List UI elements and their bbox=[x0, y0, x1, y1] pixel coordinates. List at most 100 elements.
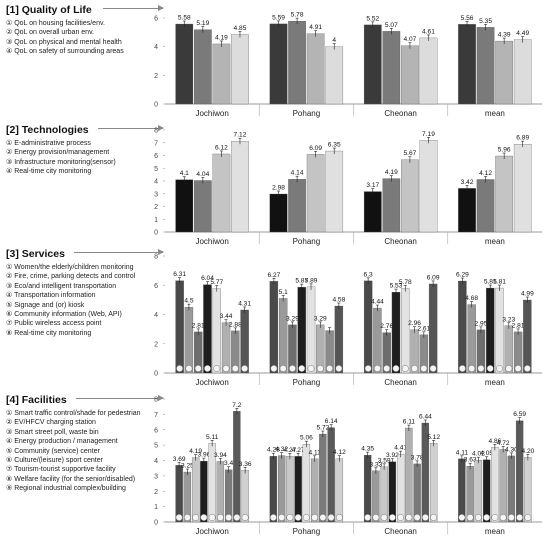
data-label: 5.89 bbox=[305, 277, 318, 284]
legend-item: ④ Real-time city monitoring bbox=[6, 168, 92, 176]
series-marker-icon bbox=[216, 514, 224, 521]
category-label: Cheonan bbox=[384, 527, 416, 536]
legend-item: ③ QoL on physical and mental health bbox=[6, 38, 122, 46]
data-label: 6.3 bbox=[364, 271, 373, 278]
series-marker-icon bbox=[183, 514, 191, 521]
data-label: 6.04 bbox=[201, 275, 214, 282]
data-label: 5.78 bbox=[291, 12, 304, 19]
series-marker-icon bbox=[514, 365, 522, 372]
section-quality-of-life: [1] Quality of Life ① QoL on housing fac… bbox=[0, 4, 550, 119]
y-tick-label: 4 bbox=[154, 312, 158, 319]
series-marker-icon bbox=[523, 365, 531, 372]
y-tick-label: 1 bbox=[154, 504, 158, 511]
chart-panel-2: 0 1 2 3 4 5 6 7 8 Jochiwon 4.1 4.04 6.12 7.12 Pohang 2.… bbox=[154, 128, 542, 246]
data-label: 5.87 bbox=[295, 278, 308, 285]
bar bbox=[288, 21, 306, 105]
series-marker-icon bbox=[364, 514, 372, 521]
legend-item: ⑥ Culture/(leisure) sport center bbox=[6, 457, 103, 465]
series-marker-icon bbox=[505, 365, 513, 372]
bar bbox=[269, 281, 279, 374]
legend-item: ⑥ Community information (Web, API) bbox=[6, 311, 122, 319]
bar bbox=[499, 449, 507, 523]
legend-item: ② QoL on overall urban env. bbox=[6, 29, 94, 37]
legend-item: ② Energy provision/management bbox=[6, 149, 110, 157]
series-marker-icon bbox=[430, 514, 438, 521]
bar bbox=[216, 461, 225, 523]
legend-item: ⑤ Signage and (or) kiosk bbox=[6, 301, 85, 309]
series-marker-icon bbox=[413, 514, 421, 521]
bar bbox=[401, 288, 410, 374]
series-marker-icon bbox=[468, 365, 476, 372]
series-marker-icon bbox=[200, 514, 208, 521]
data-label: 4.27 bbox=[283, 447, 296, 454]
data-label: 6.27 bbox=[267, 272, 280, 279]
bar bbox=[200, 460, 208, 523]
bar bbox=[373, 307, 382, 374]
y-tick-label: 4 bbox=[154, 458, 158, 465]
series-marker-icon bbox=[364, 365, 372, 372]
series-marker-icon bbox=[397, 514, 405, 521]
data-label: 5.12 bbox=[427, 434, 440, 441]
data-label: 4.31 bbox=[238, 300, 251, 307]
series-marker-icon bbox=[429, 365, 437, 372]
arrow-icon bbox=[74, 249, 164, 255]
data-label: 4.44 bbox=[371, 299, 384, 306]
bar bbox=[458, 458, 466, 523]
bar bbox=[429, 443, 438, 523]
data-label: 4.49 bbox=[516, 30, 529, 37]
bar bbox=[507, 455, 516, 523]
data-label: 5.72 bbox=[316, 425, 329, 432]
bar bbox=[495, 287, 504, 374]
section-services: [3] Services ① Women/the elderly/childre… bbox=[0, 248, 550, 388]
bar bbox=[428, 283, 438, 374]
data-label: 2.76 bbox=[380, 323, 393, 330]
bar bbox=[466, 466, 474, 523]
section-title: [4] Facilities bbox=[6, 394, 67, 406]
data-label: 5.59 bbox=[272, 14, 285, 21]
data-label: 5.07 bbox=[385, 22, 398, 29]
data-label: 6.29 bbox=[456, 272, 469, 279]
y-tick-label: 0 bbox=[154, 102, 158, 109]
data-label: 2.88 bbox=[229, 321, 242, 328]
data-label: 2.96 bbox=[408, 320, 421, 327]
y-tick-label: 0 bbox=[154, 230, 158, 237]
data-label: 5.58 bbox=[178, 15, 191, 22]
category-label: Jochiwon bbox=[195, 109, 228, 118]
data-label: 3.25 bbox=[181, 463, 194, 470]
data-label: 5.78 bbox=[399, 279, 412, 286]
bar bbox=[396, 454, 405, 523]
y-tick-label: 5 bbox=[154, 443, 158, 450]
bar bbox=[335, 458, 344, 523]
legend-item: ③ Infrastructure monitoring(sensor) bbox=[6, 158, 116, 166]
data-label: 4.12 bbox=[479, 170, 492, 177]
bar bbox=[413, 463, 421, 523]
data-label: 5.81 bbox=[484, 279, 497, 286]
bar bbox=[306, 286, 316, 374]
legend-item: ③ Eco/and intelligent transportation bbox=[6, 282, 117, 290]
legend-item: ④ Transportation information bbox=[6, 292, 96, 300]
y-tick-label: 8 bbox=[154, 397, 158, 404]
data-label: 3.78 bbox=[411, 454, 424, 461]
series-marker-icon bbox=[458, 514, 466, 521]
y-tick-label: 7 bbox=[154, 140, 158, 147]
data-label: 4.19 bbox=[215, 34, 228, 41]
category-label: Cheonan bbox=[384, 237, 416, 246]
y-tick-label: 4 bbox=[154, 44, 158, 51]
data-label: 2.61 bbox=[417, 325, 430, 332]
series-marker-icon bbox=[241, 514, 249, 521]
bar bbox=[458, 188, 476, 233]
bar bbox=[382, 31, 401, 105]
bar bbox=[278, 298, 288, 374]
category-label: Pohang bbox=[293, 237, 321, 246]
bar bbox=[491, 447, 499, 523]
series-marker-icon bbox=[176, 365, 184, 372]
series-marker-icon bbox=[466, 514, 474, 521]
bar bbox=[231, 34, 249, 105]
bar bbox=[391, 291, 401, 374]
data-label: 4.14 bbox=[291, 170, 304, 177]
series-marker-icon bbox=[278, 514, 286, 521]
series-marker-icon bbox=[496, 365, 503, 372]
section-technologies: [2] Technologies ① E-administrative proc… bbox=[0, 124, 550, 244]
chart-panel-3: 0 2 4 6 8 Jochiwon 6.31 4.5 2.81 6.045.77 3.442.88… bbox=[154, 254, 542, 387]
data-label: 3.23 bbox=[502, 316, 515, 323]
